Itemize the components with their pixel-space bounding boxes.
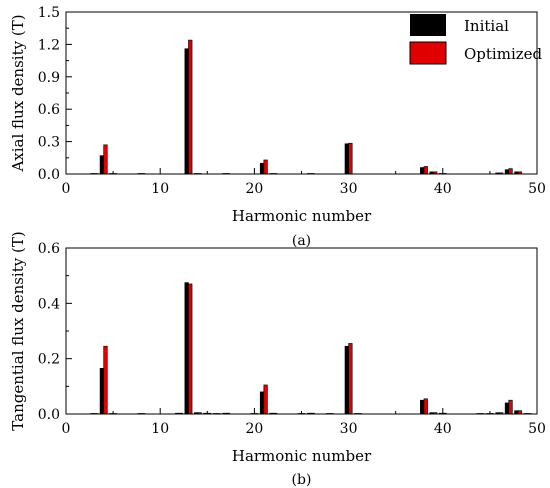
panel-a-bars <box>90 39 523 175</box>
panel-a-axial-flux-chart: 0.0 0.3 0.6 0.9 1.2 1.5 0 10 20 30 40 50 Harmonic … <box>9 5 546 249</box>
legend-label-initial: Initial <box>464 17 509 35</box>
bar-initial-h21 <box>259 162 265 175</box>
panel-b-y-axis: 0.0 0.2 0.4 0.6 <box>38 241 72 423</box>
x-tick-label: 20 <box>245 181 263 197</box>
panel-a-label: (a) <box>292 233 311 249</box>
panel-a-y-axis: 0.0 0.3 0.6 0.9 1.2 1.5 <box>38 5 72 183</box>
y-tick-label: 1.2 <box>38 37 60 53</box>
x-tick-label: 50 <box>528 421 546 437</box>
legend-label-optimized: Optimized <box>464 45 543 63</box>
y-tick-label: 0.9 <box>38 70 60 86</box>
bar-initial-h13 <box>184 48 189 175</box>
panel-b-plot-frame <box>65 247 538 415</box>
y-tick-label: 0.4 <box>38 296 60 312</box>
x-tick-label: 0 <box>62 181 71 197</box>
y-tick-label: 0.0 <box>38 407 60 423</box>
panel-b-bars <box>90 282 532 415</box>
x-tick-label: 0 <box>62 421 71 437</box>
y-tick-label: 1.5 <box>38 5 60 21</box>
bar-optimized-h38 <box>423 166 428 175</box>
x-tick-label: 40 <box>434 181 452 197</box>
y-tick-label: 0.3 <box>38 135 60 151</box>
panel-a-x-axis-label: Harmonic number <box>232 207 372 225</box>
y-tick-label: 0.6 <box>38 102 60 118</box>
panel-b-label: (b) <box>292 472 312 488</box>
bar-initial-h4 <box>99 368 104 415</box>
panel-b-tangential-flux-chart: 0.0 0.2 0.4 0.6 0 10 20 30 40 50 Harmonic number… <box>9 231 546 488</box>
x-tick-label: 50 <box>528 181 546 197</box>
x-tick-label: 30 <box>340 181 358 197</box>
bar-initial-h13 <box>184 282 189 415</box>
x-tick-label: 20 <box>245 421 263 437</box>
bar-optimized-h4 <box>103 144 108 175</box>
legend-swatch-initial <box>410 14 446 36</box>
bar-initial-h4 <box>99 155 104 175</box>
bar-initial-h30 <box>344 345 349 415</box>
panel-b-y-axis-label: Tangential flux density (T) <box>9 231 27 430</box>
bar-initial-h30 <box>344 143 349 175</box>
bar-initial-h47 <box>504 169 510 175</box>
bar-initial-h47 <box>504 402 510 415</box>
bar-optimized-h47 <box>508 399 513 415</box>
bar-optimized-h30 <box>348 142 353 175</box>
bar-optimized-h21 <box>263 159 268 175</box>
panel-a-legend: Initial Optimized <box>409 14 543 65</box>
bar-initial-h38 <box>420 399 425 415</box>
bar-initial-h38 <box>420 167 425 175</box>
bar-initial-h21 <box>259 391 265 415</box>
panel-b-x-axis: 0 10 20 30 40 50 <box>62 408 546 437</box>
panel-a-plot-frame <box>65 11 538 175</box>
bar-optimized-h21 <box>263 384 268 415</box>
y-tick-label: 0.6 <box>38 241 60 257</box>
bar-optimized-h30 <box>348 343 353 415</box>
bar-optimized-h13 <box>188 283 193 415</box>
panel-a-y-axis-label: Axial flux density (T) <box>9 14 27 172</box>
y-tick-label: 0.2 <box>38 352 60 368</box>
y-tick-label: 0.0 <box>38 167 60 183</box>
bar-optimized-h4 <box>103 345 108 415</box>
panel-a-x-axis: 0 10 20 30 40 50 <box>62 168 546 197</box>
x-tick-label: 40 <box>434 421 452 437</box>
bar-optimized-h47 <box>508 168 513 175</box>
x-tick-label: 10 <box>151 421 169 437</box>
bar-optimized-h13 <box>188 39 193 175</box>
x-tick-label: 10 <box>151 181 169 197</box>
legend-swatch-optimized <box>409 41 447 65</box>
panel-b-x-axis-label: Harmonic number <box>232 447 372 465</box>
bar-optimized-h38 <box>423 398 428 415</box>
x-tick-label: 30 <box>340 421 358 437</box>
